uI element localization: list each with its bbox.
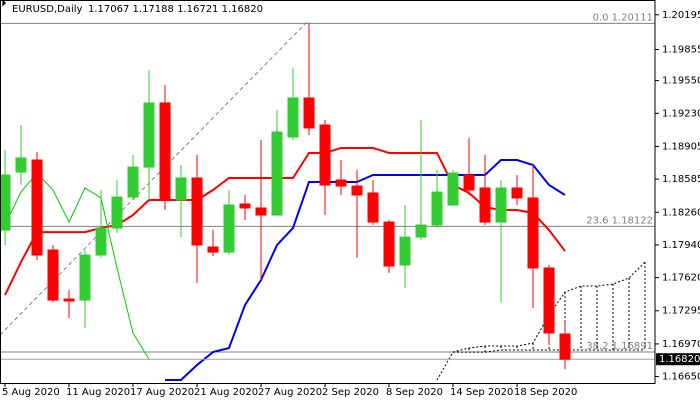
candle-body <box>527 197 539 269</box>
candle-body <box>543 267 555 334</box>
indicator-line <box>4 172 150 360</box>
candle-body <box>223 204 235 253</box>
x-tick-label: 5 Aug 2020 <box>2 387 60 398</box>
candle-body <box>479 187 491 223</box>
x-tick-label: 2 Sep 2020 <box>322 387 379 398</box>
last-price-box <box>656 353 700 366</box>
candle-body <box>143 102 155 168</box>
candle-body <box>79 254 91 301</box>
last-price-label: 1.16820 <box>659 354 700 365</box>
candle-body <box>207 246 219 253</box>
candle-body <box>111 196 123 229</box>
candle-body <box>127 166 139 198</box>
candle-body <box>463 174 475 191</box>
x-tick-label: 18 Sep 2020 <box>514 387 577 398</box>
y-tick-label: 1.18585 <box>662 174 700 185</box>
candle-body <box>319 124 331 186</box>
candle-body <box>351 185 363 196</box>
y-tick-label: 1.19855 <box>662 44 700 55</box>
y-tick-label: 1.20195 <box>662 10 700 21</box>
y-tick-label: 1.16970 <box>662 339 700 350</box>
candle-body <box>495 187 507 223</box>
ohlc-values: 1.17067 1.17188 1.16721 1.16820 <box>88 4 263 15</box>
candle-body <box>95 227 107 256</box>
candle-body <box>431 191 443 226</box>
fibo-label: 23.6 1.18122 <box>586 215 653 226</box>
candle-body <box>63 298 75 302</box>
y-tick-label: 1.17940 <box>662 240 700 251</box>
x-tick-label: 17 Aug 2020 <box>130 387 194 398</box>
candle-body <box>271 131 283 216</box>
candle-body <box>47 249 59 301</box>
candle-body <box>239 203 251 209</box>
cloud-lower <box>453 349 645 353</box>
plot-frame <box>0 0 656 384</box>
candle-body <box>287 97 299 138</box>
candle-body <box>415 224 427 238</box>
candle-body <box>303 97 315 129</box>
candle-body <box>399 236 411 266</box>
chart-title: EURUSD,Daily <box>12 4 83 15</box>
candle-body <box>255 207 267 216</box>
candle-body <box>191 177 203 246</box>
y-tick-label: 1.19230 <box>662 108 700 119</box>
collapse-icon <box>2 0 7 7</box>
candle-body <box>15 157 27 173</box>
candle-body <box>559 333 571 360</box>
indicator-line <box>165 159 566 382</box>
y-tick-label: 1.18905 <box>662 141 700 152</box>
candle-body <box>0 174 11 231</box>
cloud-upper <box>436 261 646 381</box>
candle-body <box>31 159 43 256</box>
candle-body <box>447 172 459 206</box>
fibo-label: 0.0 1.20111 <box>593 12 653 23</box>
x-tick-label: 14 Sep 2020 <box>450 387 513 398</box>
y-tick-label: 1.18260 <box>662 207 700 218</box>
candle-body <box>367 192 379 223</box>
y-tick-label: 1.17295 <box>662 306 700 317</box>
y-tick-label: 1.17620 <box>662 273 700 284</box>
x-tick-label: 11 Aug 2020 <box>66 387 130 398</box>
candle-body <box>175 177 187 201</box>
candle-body <box>159 102 171 201</box>
candle-body <box>383 221 395 267</box>
x-tick-label: 8 Sep 2020 <box>386 387 443 398</box>
candle-body <box>335 179 347 187</box>
candle-body <box>511 187 523 199</box>
fibo-label: 38.2 1.16891 <box>586 341 653 352</box>
x-tick-label: 27 Aug 2020 <box>258 387 322 398</box>
y-tick-label: 1.19550 <box>662 76 700 87</box>
y-tick-label: 1.16650 <box>662 372 700 383</box>
x-tick-label: 21 Aug 2020 <box>194 387 258 398</box>
